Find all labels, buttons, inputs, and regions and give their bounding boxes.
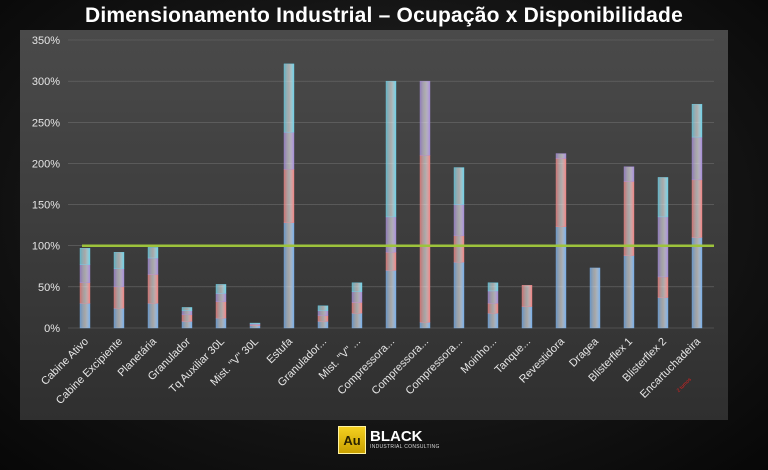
bar-segment <box>351 312 363 329</box>
bar-segment <box>555 226 567 329</box>
bar-segment <box>249 322 261 325</box>
y-tick-label: 300% <box>32 76 60 88</box>
bar-segment <box>215 293 227 302</box>
bar-segment <box>79 264 91 283</box>
x-category-label: Cabine Excipiente <box>54 336 125 407</box>
bar-segment <box>79 282 91 304</box>
bar-segment <box>487 312 499 329</box>
bar-segment <box>385 216 397 253</box>
bar-segment <box>487 290 499 304</box>
x-category-label: Moinho... <box>459 336 499 376</box>
y-tick-label: 0% <box>44 323 60 335</box>
x-category-label: Encartuchadeira <box>638 335 704 401</box>
bar-segment <box>351 282 363 292</box>
brand-logo: Au BLACK INDUSTRIAL CONSULTING <box>338 426 440 454</box>
x-category-label: Estufa <box>265 335 296 366</box>
bar-segment <box>283 131 295 170</box>
bar-segment <box>147 303 159 329</box>
bar-segment <box>453 235 465 263</box>
bar-segment <box>657 276 669 298</box>
bar-segment <box>215 317 227 329</box>
bar-segment <box>521 285 533 307</box>
bar-segment <box>147 274 159 304</box>
bar-segment <box>589 267 601 329</box>
plot-area <box>20 30 728 420</box>
y-tick-label: 250% <box>32 117 60 129</box>
bar-segment <box>419 322 431 329</box>
bar-segment <box>113 308 125 329</box>
bar-segment <box>555 153 567 159</box>
bar-segment <box>419 80 431 156</box>
bar-segment <box>317 321 329 329</box>
bar-segment <box>453 167 465 205</box>
bar-segment <box>385 270 397 329</box>
bar-segment <box>113 268 125 288</box>
y-tick-label: 200% <box>32 158 60 170</box>
y-tick-label: 350% <box>32 35 60 47</box>
au-logo-mark: Au <box>338 426 366 454</box>
bar-segment <box>283 222 295 329</box>
y-tick-label: 150% <box>32 200 60 212</box>
bar-segment <box>385 252 397 271</box>
bar-segment <box>215 301 227 319</box>
bar-segment <box>351 302 363 314</box>
bar-segment <box>181 307 193 311</box>
bar-segment <box>487 303 499 314</box>
bar-segment <box>555 158 567 227</box>
bar-segment <box>351 291 363 303</box>
bar-segment <box>317 315 329 322</box>
bar-segment <box>691 103 703 138</box>
bar-segment <box>181 314 193 322</box>
bar-segment <box>283 63 295 133</box>
bar-segment <box>79 247 91 265</box>
bar-segment <box>215 284 227 294</box>
logo-text: BLACK INDUSTRIAL CONSULTING <box>370 427 440 451</box>
bar-segment <box>453 261 465 329</box>
bar-segment <box>657 177 669 218</box>
y-tick-label: 50% <box>38 282 60 294</box>
bar-segment <box>113 252 125 269</box>
bar-segment <box>691 136 703 181</box>
bar-segment <box>147 247 159 259</box>
bar-segment <box>283 168 295 223</box>
bar-segment <box>691 179 703 238</box>
logo-name: BLACK <box>370 427 423 445</box>
bar-segment <box>385 80 397 218</box>
bar-segment <box>623 255 635 329</box>
y-tick-label: 100% <box>32 241 60 253</box>
bar-segment <box>657 297 669 329</box>
bar-segment <box>181 321 193 329</box>
bar-segment <box>317 305 329 311</box>
bar-segment <box>79 303 91 329</box>
annotation-note: 2 turnos <box>676 376 693 393</box>
bar-segment <box>249 325 261 329</box>
bar-segment <box>317 310 329 316</box>
bar-segment <box>113 286 125 309</box>
bar-segment <box>487 282 499 292</box>
bar-segment <box>691 237 703 329</box>
bar-segment <box>181 310 193 316</box>
logo-tagline: INDUSTRIAL CONSULTING <box>370 443 440 450</box>
bar-segment <box>147 257 159 275</box>
chart-title: Dimensionamento Industrial – Ocupação x … <box>85 4 683 27</box>
bar-segment <box>623 166 635 182</box>
bar-segment <box>521 306 533 329</box>
bar-segment <box>453 204 465 237</box>
bar-segment <box>419 154 431 323</box>
